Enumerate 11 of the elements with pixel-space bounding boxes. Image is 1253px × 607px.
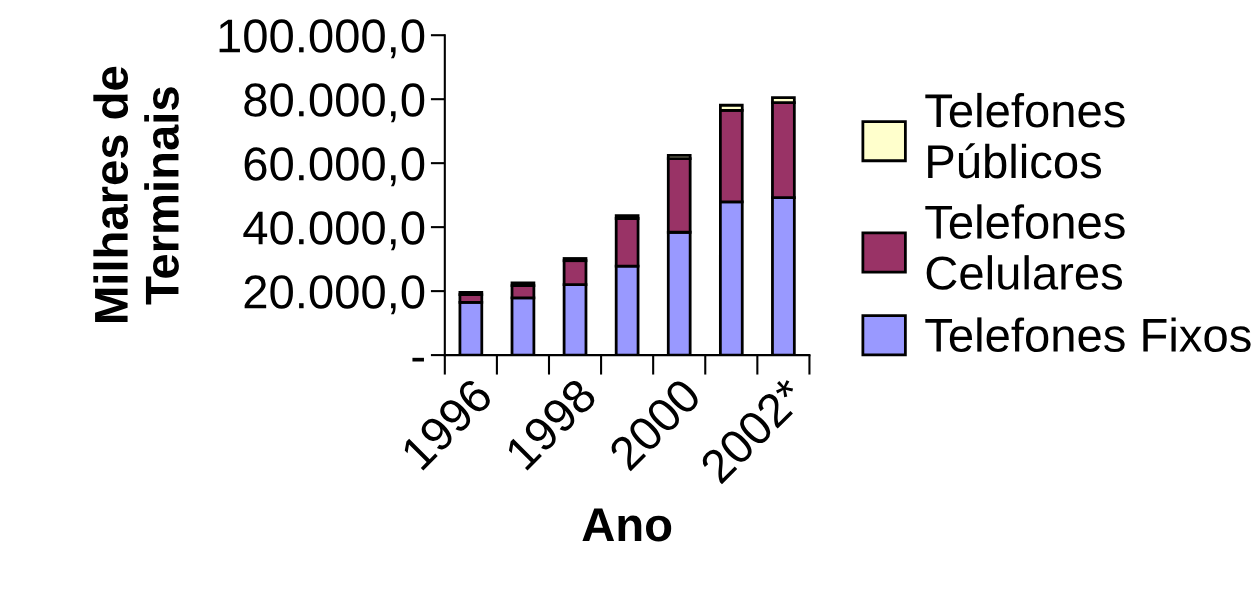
y-tick-label: -	[412, 357, 424, 362]
y-tick-label: 40.000,0	[243, 211, 425, 251]
y-tick-label: 20.000,0	[244, 275, 425, 315]
x-axis-title: Ano	[582, 508, 672, 542]
legend-label: Telefones Celulares	[925, 204, 1125, 290]
y-tick-label: 60.000,0	[244, 147, 425, 187]
y-tick-label: 80.000,0	[244, 83, 425, 123]
legend-label: Telefones Públicos	[925, 92, 1125, 179]
y-tick-label: 100.000,0	[219, 19, 425, 59]
legend-label: Telefones Fixos	[925, 317, 1251, 353]
y-axis-title: Milhares de Terminais	[93, 66, 179, 322]
